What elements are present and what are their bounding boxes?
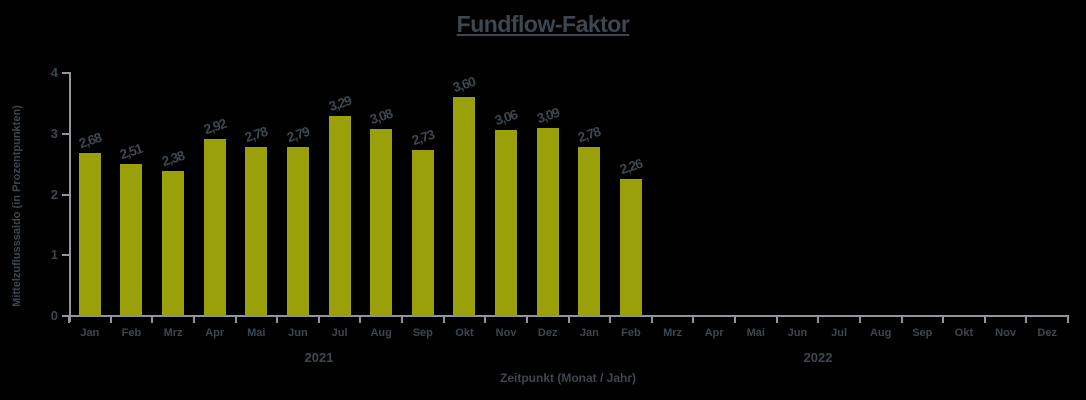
bar [120,163,143,316]
year-label-2021: 2021 [304,350,334,365]
bar-value-label: 2,51 [118,140,145,162]
x-axis-tick [234,317,237,323]
month-label: Sep [412,327,433,339]
bar-value-label: 3,09 [534,105,561,127]
x-axis-tick [817,317,820,323]
x-axis-tick [734,317,736,323]
month-label: Jan [80,327,100,339]
bar-value-label: 3,08 [368,105,395,127]
month-label: Okt [954,327,974,339]
month-label: Okt [455,327,474,339]
x-axis-tick [317,317,320,323]
x-axis-tick [567,317,570,323]
month-label: Sep [912,327,933,339]
x-axis-tick [692,317,695,323]
bar [162,171,185,316]
month-label: Dez [1037,327,1057,339]
bar [245,147,268,316]
bar [578,147,601,316]
bar-value-label: 2,78 [243,124,270,146]
bar [286,146,309,316]
month-label: Jul [331,327,348,339]
bar-value-label: 3,06 [493,107,519,129]
bar [453,97,476,316]
month-label: Apr [205,327,225,339]
month-label: Mrz [163,327,183,339]
x-axis-tick [650,317,653,323]
month-label: Jun [288,327,308,339]
month-label: Mrz [663,327,683,339]
bar-value-label: 2,78 [576,124,603,146]
y-tick-label: 0 [50,308,58,323]
x-axis-tick [983,317,986,323]
bar [78,153,101,316]
month-label: Mai [247,327,266,339]
x-axis-tick [775,317,778,323]
month-label: Nov [495,327,517,339]
y-axis-tick [62,254,69,257]
bar-value-label: 3,60 [451,74,478,96]
month-label: Jan [579,327,599,339]
bar-value-label: 2,79 [285,123,311,145]
month-label: Mai [746,327,765,339]
month-label: Apr [704,327,724,339]
x-axis-tick [1025,317,1028,323]
y-axis-tick [62,72,69,74]
bar [495,130,518,316]
month-label: Feb [621,327,641,339]
y-tick-label: 2 [50,186,58,202]
bar [370,128,393,316]
x-axis-tick [858,317,861,323]
x-axis-tick [192,317,195,323]
x-axis-tick [401,317,403,323]
x-axis-tick [68,317,70,323]
bar-value-label: 2,92 [201,115,228,137]
y-axis-tick [62,315,69,317]
x-axis-tick [484,317,487,323]
month-label: Jul [831,327,848,339]
x-axis-tick [359,317,362,323]
bar [411,150,434,316]
y-tick-label: 3 [50,125,58,141]
x-axis-tick [609,317,612,323]
bar-value-label: 3,29 [326,93,353,115]
y-axis-line [69,72,71,322]
y-tick-label: 1 [50,247,58,263]
year-label-2022: 2022 [803,350,833,365]
x-axis-tick [151,317,154,323]
bar-value-label: 2,68 [76,130,103,152]
bar [536,128,559,316]
y-axis-title: Mittelzuflusssaldo (in Prozentpunkten) [11,105,23,307]
x-axis-tick [525,317,528,323]
x-axis-tick [900,317,903,323]
bar-value-label: 2,38 [160,148,186,170]
chart-title: Fundflow-Faktor [456,11,630,37]
x-axis-tick [109,317,112,323]
x-axis-tick [276,317,279,323]
bar-value-label: 2,73 [409,127,436,149]
y-axis-tick [62,193,69,196]
month-label: Aug [370,327,392,339]
bar [203,138,226,316]
y-axis-tick [62,132,69,135]
x-axis-tick [942,317,945,323]
x-axis-tick [442,317,445,323]
month-label: Jun [787,327,808,339]
month-label: Nov [995,327,1016,339]
x-axis-title: Zeitpunkt (Monat / Jahr) [500,371,636,385]
month-label: Dez [537,327,558,339]
y-tick-label: 4 [50,65,58,80]
month-label: Feb [121,327,142,339]
x-axis-line [63,315,1069,317]
x-axis-tick [1067,317,1069,323]
bar [619,178,642,316]
month-label: Aug [869,327,892,339]
bar [328,116,351,316]
bar-value-label: 2,26 [618,155,644,177]
